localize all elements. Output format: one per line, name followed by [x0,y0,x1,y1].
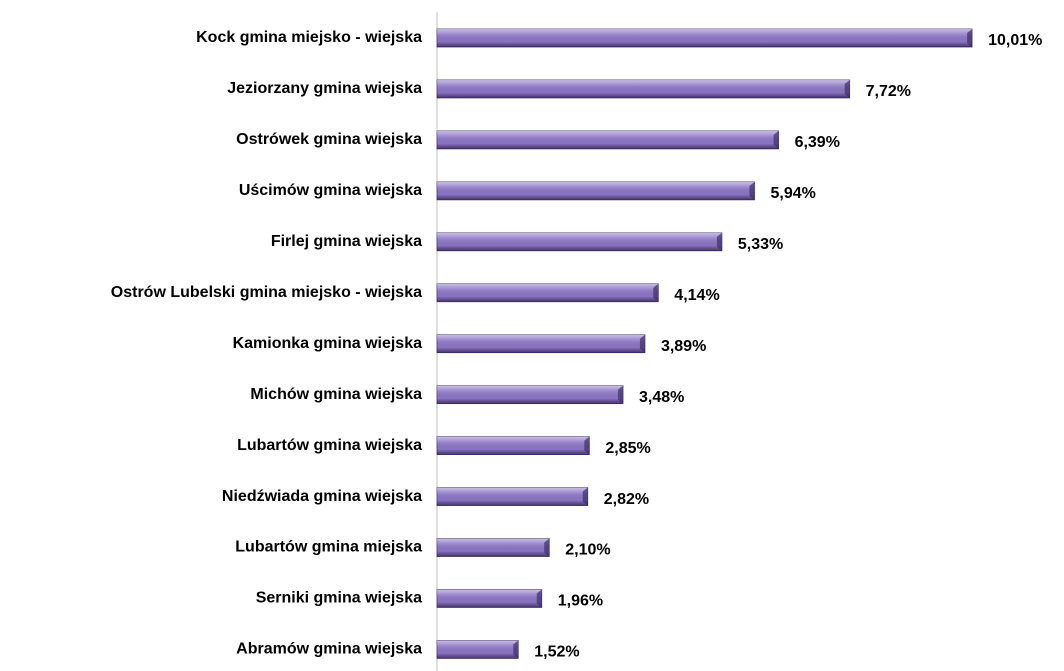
bar-bevel [844,79,850,98]
bar-bevel [639,334,645,353]
bar-shade [437,385,624,404]
category-label: Uścimów gmina wiejska [239,182,422,199]
category-label: Lubartów gmina miejska [235,539,422,556]
bar-bevel [544,538,550,557]
bar-bevel [716,232,722,251]
bar-shade [437,232,722,251]
bar-bevel [513,640,519,659]
bar-shade [437,487,588,506]
bar-bevel [536,589,542,608]
value-label: 7,72% [866,83,911,100]
category-label: Lubartów gmina wiejska [237,437,422,454]
category-label: Jeziorzany gmina wiejska [227,80,422,97]
category-label: Kock gmina miejsko - wiejska [196,29,422,46]
category-label: Serniki gmina wiejska [256,590,422,607]
category-label: Niedźwiada gmina wiejska [222,488,422,505]
category-label: Kamionka gmina wiejska [233,335,423,352]
bar-bevel [749,181,755,200]
value-label: 1,52% [534,644,579,661]
value-label: 2,10% [565,542,610,559]
bar-bevel [653,283,659,302]
value-label: 1,96% [558,593,603,610]
value-label: 4,14% [674,287,719,304]
value-label: 2,85% [605,440,650,457]
category-label: Michów gmina wiejska [250,386,422,403]
bar-bevel [618,385,624,404]
bar-bevel [967,29,973,47]
category-label: Abramów gmina wiejska [236,641,422,658]
value-label: 6,39% [795,134,840,151]
bar-shade [437,283,659,302]
bar-shade [437,79,850,98]
bar-shade [437,29,973,47]
category-label: Firlej gmina wiejska [271,233,422,250]
bar-shade [437,436,590,455]
value-label: 5,33% [738,236,783,253]
category-label: Ostrów Lubelski gmina miejsko - wiejska [111,284,422,301]
bar-shade [437,640,519,659]
bar-bevel [773,130,779,149]
bar-shade [437,334,645,353]
bar-shade [437,181,755,200]
bar-shade [437,130,779,149]
value-label: 3,89% [661,338,706,355]
value-label: 5,94% [771,185,816,202]
category-label: Ostrówek gmina wiejska [236,131,422,148]
bar-shade [437,589,542,608]
value-label: 2,82% [604,491,649,508]
bar-shade [437,538,550,557]
value-label: 3,48% [639,389,684,406]
bar-bevel [582,487,588,506]
bar-bevel [584,436,590,455]
value-label: 10,01% [988,32,1042,49]
